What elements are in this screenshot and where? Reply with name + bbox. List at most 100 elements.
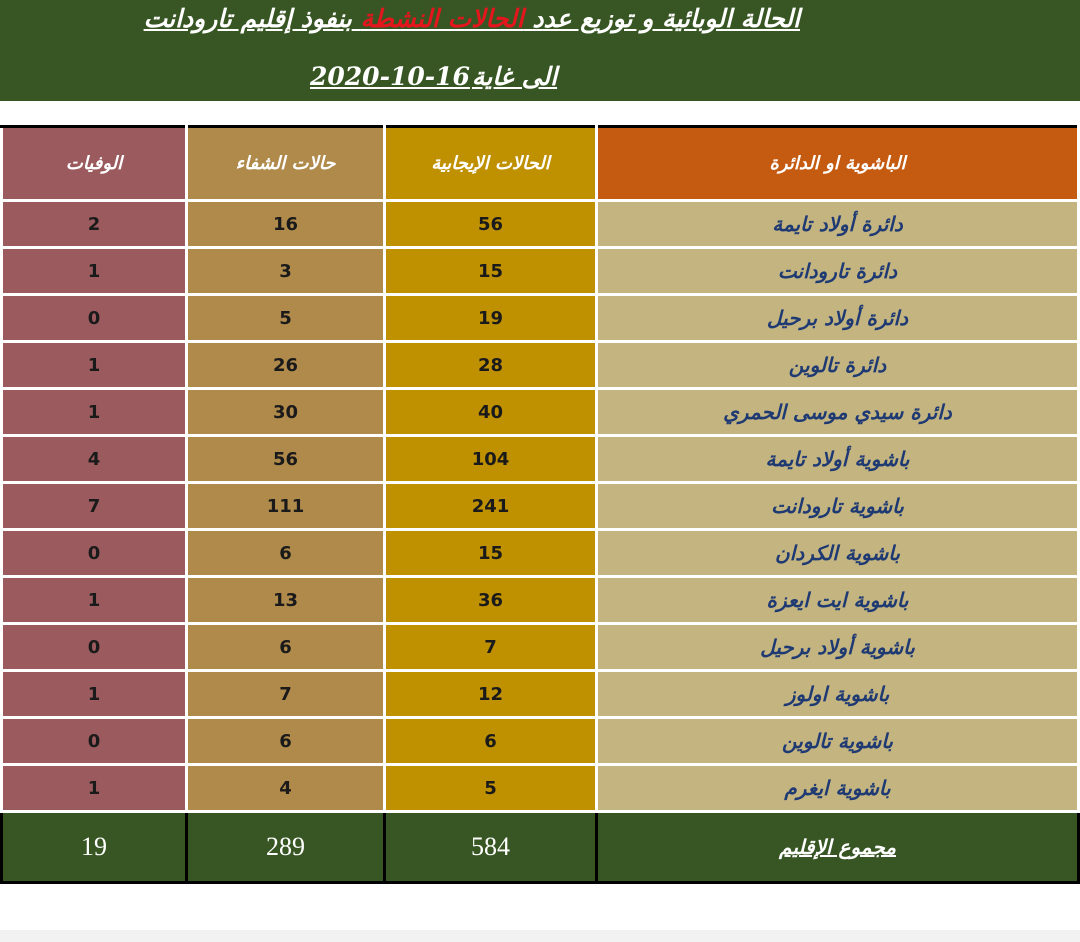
title-highlight: الحالات النشطة <box>360 4 524 33</box>
area-name: باشوية أولاد برحيل <box>760 635 915 659</box>
cell-positive: 28 <box>383 340 598 390</box>
area-name: باشوية أولاد تايمة <box>765 447 910 471</box>
table-row: 0 6 7 باشوية أولاد برحيل <box>0 622 1080 672</box>
page-footer-strip <box>0 930 1080 942</box>
col-header-cured-label: حالات الشفاء <box>235 153 336 174</box>
col-header-name: الباشوية او الدائرة <box>595 125 1080 202</box>
col-header-deaths-label: الوفيات <box>65 153 123 174</box>
cell-positive: 15 <box>383 246 598 296</box>
cell-cured: 16 <box>185 199 386 249</box>
cell-name: دائرة سيدي موسى الحمري <box>595 387 1080 437</box>
table-row: 1 13 36 باشوية ايت ايعزة <box>0 575 1080 625</box>
total-cured: 289 <box>266 832 305 861</box>
cured-value: 6 <box>279 730 292 752</box>
deaths-value: 0 <box>87 730 101 752</box>
cell-cured: 6 <box>185 528 386 578</box>
deaths-value: 4 <box>87 448 101 470</box>
cell-cured: 111 <box>185 481 386 531</box>
deaths-value: 1 <box>87 777 101 799</box>
cell-positive: 7 <box>383 622 598 672</box>
cell-deaths: 0 <box>0 293 188 343</box>
cell-name: باشوية تارودانت <box>595 481 1080 531</box>
table-row: 1 30 40 دائرة سيدي موسى الحمري <box>0 387 1080 437</box>
table-row: 1 3 15 دائرة تارودانت <box>0 246 1080 296</box>
table-row: 2 16 56 دائرة أولاد تايمة <box>0 199 1080 249</box>
area-name: دائرة سيدي موسى الحمري <box>723 400 952 424</box>
cell-positive: 104 <box>383 434 598 484</box>
cell-name: باشوية الكردان <box>595 528 1080 578</box>
cell-name: دائرة تارودانت <box>595 246 1080 296</box>
cured-value: 6 <box>279 542 292 564</box>
col-header-cured: حالات الشفاء <box>185 125 386 202</box>
cell-positive: 12 <box>383 669 598 719</box>
positive-value: 5 <box>484 777 497 799</box>
total-label-cell: مجموع الإقليم <box>595 810 1080 884</box>
cell-cured: 5 <box>185 293 386 343</box>
cell-cured: 26 <box>185 340 386 390</box>
positive-value: 28 <box>477 354 504 376</box>
cell-deaths: 0 <box>0 528 188 578</box>
positive-value: 56 <box>477 213 504 235</box>
positive-value: 241 <box>471 495 510 517</box>
cases-table: الوفيات حالات الشفاء الحالات الإيجابية ا… <box>0 125 1080 884</box>
cured-value: 7 <box>279 683 292 705</box>
deaths-value: 1 <box>87 260 101 282</box>
cell-positive: 56 <box>383 199 598 249</box>
cured-value: 111 <box>266 495 305 517</box>
cell-deaths: 0 <box>0 622 188 672</box>
table-row: 7 111 241 باشوية تارودانت <box>0 481 1080 531</box>
cell-positive: 19 <box>383 293 598 343</box>
area-name: دائرة تالوين <box>788 353 887 377</box>
cured-value: 3 <box>279 260 292 282</box>
cell-cured: 4 <box>185 763 386 813</box>
cell-name: باشوية اولوز <box>595 669 1080 719</box>
positive-value: 19 <box>477 307 504 329</box>
page-title: الحالة الوبائية و توزيع عدد الحالات النش… <box>144 4 800 33</box>
cured-value: 4 <box>279 777 292 799</box>
cell-positive: 6 <box>383 716 598 766</box>
cell-deaths: 1 <box>0 763 188 813</box>
positive-value: 15 <box>477 260 504 282</box>
deaths-value: 1 <box>87 354 101 376</box>
col-header-positive-label: الحالات الإيجابية <box>431 153 550 174</box>
cell-cured: 7 <box>185 669 386 719</box>
cell-cured: 6 <box>185 716 386 766</box>
cell-positive: 36 <box>383 575 598 625</box>
cured-value: 16 <box>272 213 299 235</box>
cell-positive: 5 <box>383 763 598 813</box>
positive-value: 7 <box>484 636 497 658</box>
area-name: باشوية تالوين <box>782 729 893 753</box>
subtitle-prefix: الى غاية <box>471 62 558 91</box>
cured-value: 30 <box>272 401 299 423</box>
cell-deaths: 2 <box>0 199 188 249</box>
cell-deaths: 0 <box>0 716 188 766</box>
area-name: باشوية ايت ايعزة <box>766 588 909 612</box>
area-name: باشوية الكردان <box>775 541 900 565</box>
col-header-positive: الحالات الإيجابية <box>383 125 598 202</box>
cell-cured: 13 <box>185 575 386 625</box>
total-positive-cell: 584 <box>383 810 598 884</box>
table-header-row: الوفيات حالات الشفاء الحالات الإيجابية ا… <box>0 125 1080 202</box>
table-row: 0 6 15 باشوية الكردان <box>0 528 1080 578</box>
positive-value: 104 <box>471 448 510 470</box>
cured-value: 5 <box>279 307 292 329</box>
table-row: 0 6 6 باشوية تالوين <box>0 716 1080 766</box>
area-name: باشوية ايغرم <box>784 776 891 800</box>
cell-deaths: 1 <box>0 575 188 625</box>
total-row: 19 289 584 مجموع الإقليم <box>0 810 1080 884</box>
table-row: 1 7 12 باشوية اولوز <box>0 669 1080 719</box>
positive-value: 12 <box>477 683 504 705</box>
cell-name: دائرة تالوين <box>595 340 1080 390</box>
page-subtitle: 2020-10-16 الى غاية <box>310 62 557 91</box>
cell-deaths: 1 <box>0 340 188 390</box>
cured-value: 6 <box>279 636 292 658</box>
title-banner: الحالة الوبائية و توزيع عدد الحالات النش… <box>0 0 1080 101</box>
area-name: دائرة تارودانت <box>777 259 898 283</box>
cell-name: باشوية تالوين <box>595 716 1080 766</box>
table-row: 1 4 5 باشوية ايغرم <box>0 763 1080 813</box>
cell-name: دائرة أولاد تايمة <box>595 199 1080 249</box>
deaths-value: 1 <box>87 589 101 611</box>
cured-value: 56 <box>272 448 299 470</box>
positive-value: 15 <box>477 542 504 564</box>
positive-value: 36 <box>477 589 504 611</box>
